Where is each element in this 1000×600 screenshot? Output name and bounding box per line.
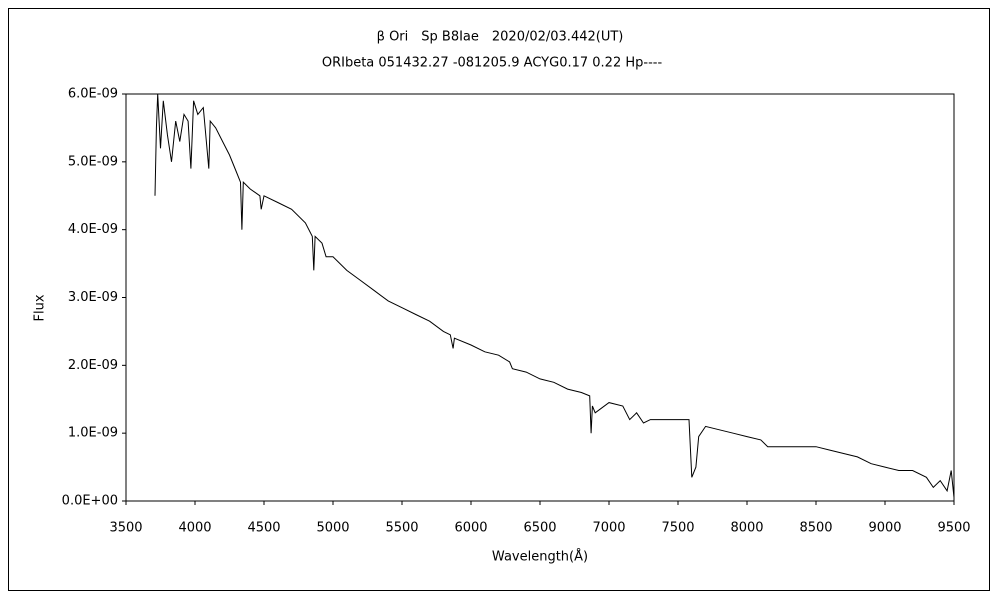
x-tick-label: 9000 xyxy=(868,521,901,536)
y-tick-label: 3.0E-09 xyxy=(68,290,118,305)
chart-border xyxy=(8,8,990,591)
y-tick-label: 0.0E+00 xyxy=(62,494,118,509)
chart-title: β Ori Sp B8Iae 2020/02/03.442(UT) xyxy=(377,30,624,45)
spectrum-line xyxy=(154,93,955,498)
y-tick-label: 6.0E-09 xyxy=(68,87,118,102)
y-tick-label: 1.0E-09 xyxy=(68,426,118,441)
x-tick-label: 8500 xyxy=(799,521,832,536)
y-tick-label: 5.0E-09 xyxy=(68,154,118,169)
y-tick-label: 2.0E-09 xyxy=(68,358,118,373)
x-tick-label: 7000 xyxy=(592,521,625,536)
x-tick-label: 9500 xyxy=(937,521,970,536)
x-tick-label: 7500 xyxy=(661,521,694,536)
x-tick-label: 4000 xyxy=(178,521,211,536)
x-axis-label: Wavelength(Å) xyxy=(492,549,588,565)
chart-subtitle: ORIbeta 051432.27 -081205.9 ACYG0.17 0.2… xyxy=(322,56,663,71)
x-tick-label: 4500 xyxy=(247,521,280,536)
y-axis-label: Flux xyxy=(33,294,48,321)
x-tick-label: 3500 xyxy=(109,521,142,536)
x-tick-label: 8000 xyxy=(730,521,763,536)
x-tick-label: 6000 xyxy=(454,521,487,536)
x-tick-label: 5000 xyxy=(316,521,349,536)
x-tick-label: 6500 xyxy=(523,521,556,536)
plot-area xyxy=(125,93,955,502)
x-tick-label: 5500 xyxy=(385,521,418,536)
y-tick-label: 4.0E-09 xyxy=(68,222,118,237)
